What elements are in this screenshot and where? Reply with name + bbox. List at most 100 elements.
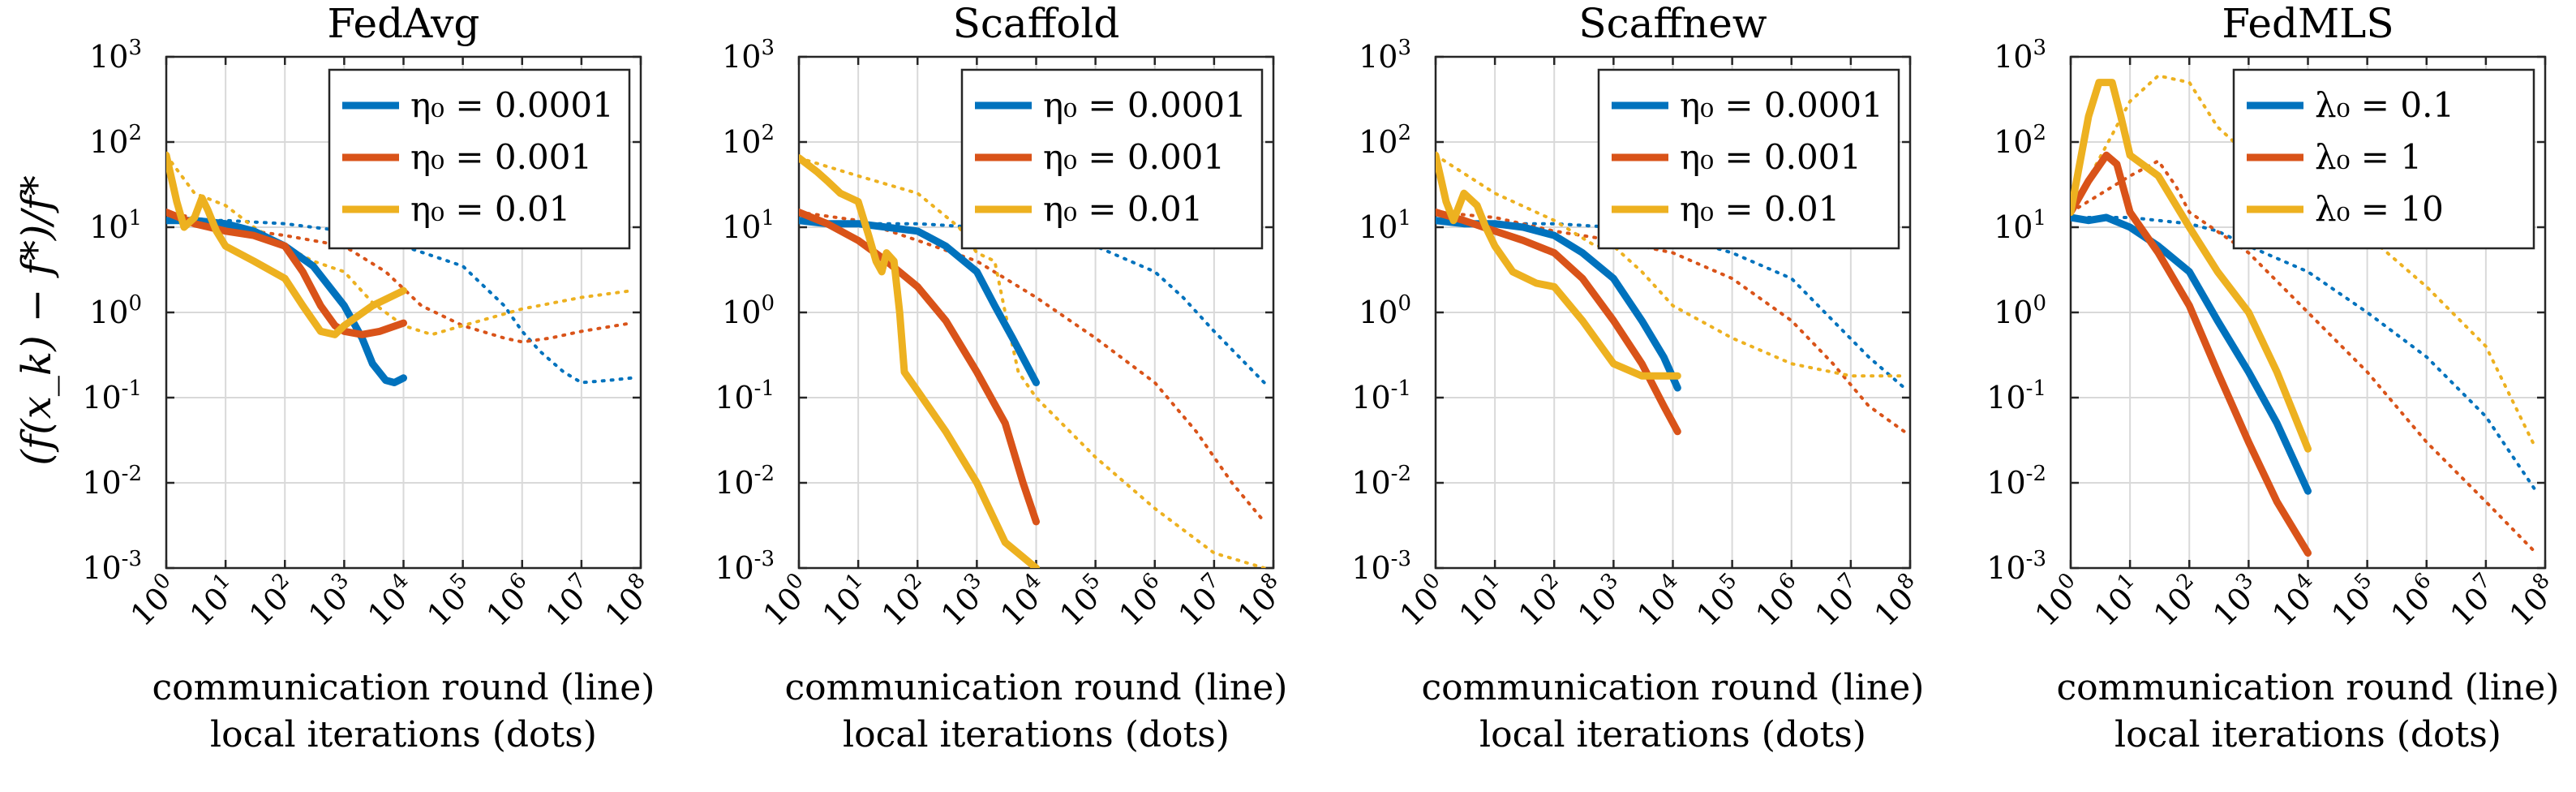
x-tick-label: 101 (1450, 568, 1515, 633)
series-dots-3 (166, 153, 633, 337)
x-tick-label: 103 (1569, 568, 1634, 633)
x-tick-label: 105 (2322, 568, 2387, 633)
x-axis-label-line: communication round (line) (785, 667, 1288, 708)
series-dots-1 (2071, 216, 2538, 493)
x-tick-label: 100 (2026, 568, 2091, 633)
x-tick-label: 107 (1805, 568, 1870, 633)
series-dots-1 (166, 218, 633, 385)
y-tick-label: 101 (1994, 206, 2046, 245)
y-tick-label: 102 (1994, 121, 2046, 160)
x-tick-label: 102 (873, 568, 938, 633)
legend-entry: η₀ = 0.01 (1680, 189, 1840, 229)
y-tick-label: 10-3 (82, 547, 142, 586)
panel-fedmls: 100 101 102 103 104 105 106 107 10810-310-210-11… (1986, 0, 2565, 755)
y-tick-label: 101 (722, 206, 775, 245)
x-tick-label: 103 (299, 568, 364, 633)
series-line-2 (166, 209, 407, 338)
x-axis-label-dots: local iterations (dots) (210, 714, 597, 755)
x-axis-label-line: communication round (line) (1422, 667, 1925, 708)
x-tick-label: 100 (754, 568, 819, 633)
x-tick-label: 106 (2381, 568, 2446, 633)
y-tick-label: 10-2 (1351, 462, 1411, 501)
legend-entry: λ₀ = 10 (2315, 189, 2444, 229)
panel-title: FedAvg (328, 0, 480, 47)
y-tick-label: 100 (1359, 291, 1411, 330)
x-axis-label-dots: local iterations (dots) (2114, 714, 2501, 755)
series-dots-3 (2071, 74, 2538, 451)
series-line-3 (799, 154, 1040, 568)
x-tick-label: 105 (1050, 568, 1115, 633)
x-tick-label: 104 (991, 568, 1056, 633)
x-tick-label: 102 (2145, 568, 2209, 633)
x-tick-label: 108 (1229, 568, 1294, 633)
x-tick-label: 108 (1865, 568, 1930, 633)
legend-entry: λ₀ = 1 (2315, 137, 2422, 177)
series-line-2 (1436, 209, 1681, 436)
y-tick-label: 100 (89, 291, 142, 330)
series-line-1 (2071, 213, 2312, 495)
series-line-2 (799, 209, 1040, 526)
series-line-1 (166, 217, 407, 386)
x-axis-label-dots: local iterations (dots) (843, 714, 1230, 755)
x-tick-label: 102 (240, 568, 305, 633)
y-tick-label: 10-2 (715, 462, 775, 501)
legend: λ₀ = 0.1 λ₀ = 1 λ₀ = 10 (2232, 68, 2535, 250)
legend-entry: η₀ = 0.0001 (1680, 85, 1883, 125)
x-tick-label: 107 (1169, 568, 1234, 633)
y-tick-label: 103 (89, 36, 142, 75)
series-line-1 (799, 217, 1040, 386)
series-line-3 (166, 151, 407, 338)
x-tick-label: 107 (536, 568, 601, 633)
x-tick-label: 105 (1687, 568, 1752, 633)
x-tick-label: 107 (2441, 568, 2505, 633)
x-tick-label: 106 (477, 568, 542, 633)
y-tick-label: 10-3 (1986, 547, 2046, 586)
x-tick-label: 100 (1391, 568, 1456, 633)
x-tick-label: 104 (2263, 568, 2328, 633)
y-tick-label: 101 (89, 206, 142, 245)
legend-entry: λ₀ = 0.1 (2315, 85, 2454, 125)
legend-entry: η₀ = 0.01 (1043, 189, 1203, 229)
panel-title: Scaffold (953, 0, 1120, 47)
x-tick-label: 103 (2204, 568, 2269, 633)
y-tick-label: 10-3 (1351, 547, 1411, 586)
panel-title: Scaffnew (1578, 0, 1767, 47)
series-line-3 (2071, 79, 2312, 453)
y-tick-label: 10-2 (1986, 462, 2046, 501)
x-tick-label: 103 (932, 568, 997, 633)
y-tick-label: 10-1 (715, 377, 775, 415)
y-tick-label: 10-1 (1986, 377, 2046, 415)
x-tick-label: 104 (358, 568, 423, 633)
x-axis-label-line: communication round (line) (2057, 667, 2560, 708)
x-axis-label-dots: local iterations (dots) (1479, 714, 1866, 755)
y-tick-label: 103 (1359, 36, 1411, 75)
legend-entry: η₀ = 0.001 (1043, 137, 1225, 177)
y-tick-label: 103 (722, 36, 775, 75)
y-axis-label: (f(x_k) − f*)/f* (13, 175, 60, 466)
y-tick-label: 10-1 (1351, 377, 1411, 415)
panel-scaffnew: 100 101 102 103 104 105 106 107 10810-310-210-11… (1351, 0, 1930, 755)
legend-entry: η₀ = 0.001 (410, 137, 592, 177)
y-tick-label: 10-1 (82, 377, 142, 415)
legend: η₀ = 0.0001 η₀ = 0.001 η₀ = 0.01 (960, 68, 1264, 250)
y-tick-label: 102 (89, 121, 142, 160)
legend: η₀ = 0.0001 η₀ = 0.001 η₀ = 0.01 (328, 68, 631, 250)
x-axis-label-line: communication round (line) (152, 667, 655, 708)
y-tick-label: 100 (1994, 291, 2046, 330)
y-tick-label: 103 (1994, 36, 2046, 75)
y-tick-label: 10-2 (82, 462, 142, 501)
x-tick-label: 101 (2085, 568, 2150, 633)
legend-box (2232, 68, 2535, 250)
legend-entry: η₀ = 0.001 (1680, 137, 1861, 177)
x-tick-label: 105 (418, 568, 483, 633)
series-dots-3 (1436, 153, 1906, 378)
series-dots-3 (799, 156, 1266, 568)
x-tick-label: 108 (596, 568, 661, 633)
x-tick-label: 102 (1509, 568, 1574, 633)
x-tick-label: 101 (814, 568, 878, 633)
panel-fedavg: 100 101 102 103 104 105 106 107 10810-310-210-11… (82, 0, 660, 755)
y-tick-label: 10-3 (715, 547, 775, 586)
legend: η₀ = 0.0001 η₀ = 0.001 η₀ = 0.01 (1597, 68, 1900, 250)
panel-title: FedMLS (2222, 0, 2394, 47)
